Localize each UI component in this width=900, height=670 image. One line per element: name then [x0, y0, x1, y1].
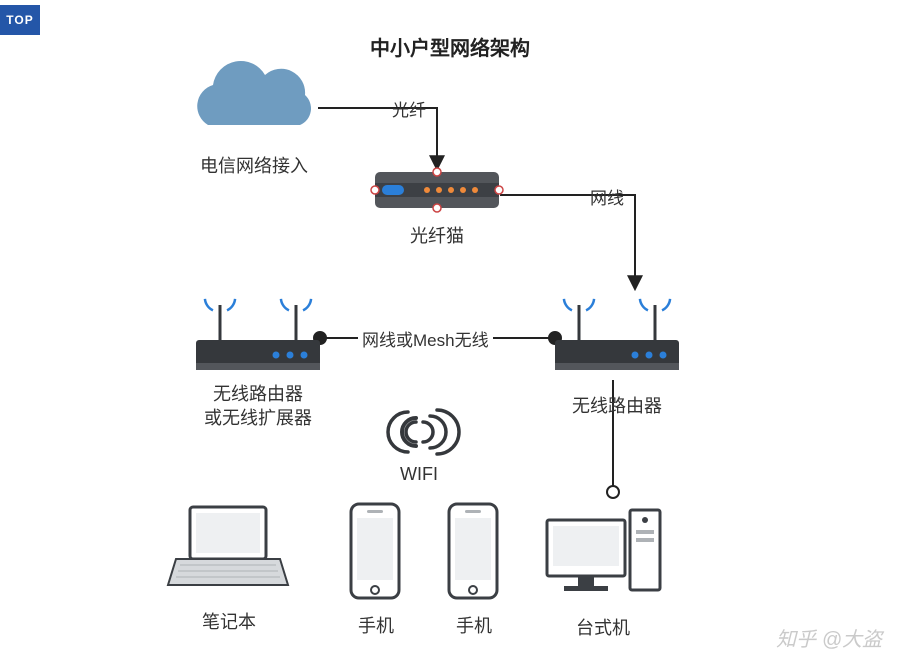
- phone2-label: 手机: [456, 612, 492, 638]
- phone1-icon: [351, 504, 399, 598]
- phone1-label: 手机: [358, 612, 394, 638]
- watermark: 知乎 @大盗: [776, 623, 882, 652]
- router1-icon: [555, 299, 679, 370]
- laptop-label: 笔记本: [202, 608, 256, 634]
- cloud-label: 电信网络接入: [200, 152, 308, 178]
- cloud-icon: [197, 61, 311, 125]
- edge-cable1-label: 网线: [590, 184, 624, 209]
- router2-icon: [196, 299, 320, 370]
- modem-label: 光纤猫: [410, 222, 464, 248]
- wifi-label: WIFI: [400, 464, 438, 485]
- desktop-label: 台式机: [576, 614, 630, 640]
- modem-icon: [371, 168, 503, 212]
- router2-label-l1: 无线路由器: [213, 380, 303, 406]
- edge-mesh-label: 网线或Mesh无线: [358, 326, 493, 351]
- router1-label: 无线路由器: [572, 392, 662, 418]
- desktop-icon: [547, 510, 660, 591]
- edge-fiber-label: 光纤: [392, 96, 426, 121]
- laptop-icon: [168, 507, 288, 585]
- phone2-icon: [449, 504, 497, 598]
- wifi-icon: [374, 406, 459, 458]
- router2-label-l2: 或无线扩展器: [204, 404, 312, 430]
